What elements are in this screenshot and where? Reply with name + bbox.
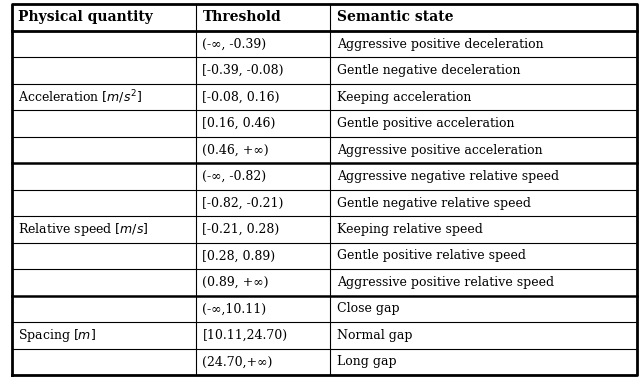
Text: Gentle positive acceleration: Gentle positive acceleration (337, 117, 515, 130)
Text: [0.28, 0.89): [0.28, 0.89) (202, 249, 275, 262)
Text: (-∞, -0.82): (-∞, -0.82) (202, 170, 266, 183)
Text: Gentle negative deceleration: Gentle negative deceleration (337, 64, 520, 77)
Text: Long gap: Long gap (337, 355, 396, 368)
Text: Keeping relative speed: Keeping relative speed (337, 223, 483, 236)
Text: Threshold: Threshold (202, 10, 281, 24)
Text: Aggressive negative relative speed: Aggressive negative relative speed (337, 170, 559, 183)
Text: Semantic state: Semantic state (337, 10, 453, 24)
Text: [-0.08, 0.16): [-0.08, 0.16) (202, 91, 280, 104)
Text: (0.89, +∞): (0.89, +∞) (202, 276, 269, 289)
Text: (-∞, -0.39): (-∞, -0.39) (202, 38, 266, 51)
Text: [10.11,24.70): [10.11,24.70) (202, 329, 287, 342)
Text: Aggressive positive relative speed: Aggressive positive relative speed (337, 276, 554, 289)
Text: Acceleration $[m/s^2]$: Acceleration $[m/s^2]$ (18, 88, 142, 106)
Text: [-0.39, -0.08): [-0.39, -0.08) (202, 64, 284, 77)
Text: [-0.82, -0.21): [-0.82, -0.21) (202, 196, 284, 209)
Text: Keeping acceleration: Keeping acceleration (337, 91, 471, 104)
Text: [-0.21, 0.28): [-0.21, 0.28) (202, 223, 280, 236)
Text: Aggressive positive deceleration: Aggressive positive deceleration (337, 38, 543, 51)
Text: Aggressive positive acceleration: Aggressive positive acceleration (337, 144, 543, 157)
Text: [0.16, 0.46): [0.16, 0.46) (202, 117, 276, 130)
Text: Gentle positive relative speed: Gentle positive relative speed (337, 249, 526, 262)
Text: Close gap: Close gap (337, 303, 399, 316)
Text: Spacing $[m]$: Spacing $[m]$ (18, 327, 96, 344)
Text: Relative speed $[m/s]$: Relative speed $[m/s]$ (18, 221, 148, 238)
Text: Gentle negative relative speed: Gentle negative relative speed (337, 196, 531, 209)
Text: Physical quantity: Physical quantity (18, 10, 153, 24)
Text: (0.46, +∞): (0.46, +∞) (202, 144, 269, 157)
Text: (-∞,10.11): (-∞,10.11) (202, 303, 266, 316)
Text: Normal gap: Normal gap (337, 329, 412, 342)
Text: (24.70,+∞): (24.70,+∞) (202, 355, 273, 368)
